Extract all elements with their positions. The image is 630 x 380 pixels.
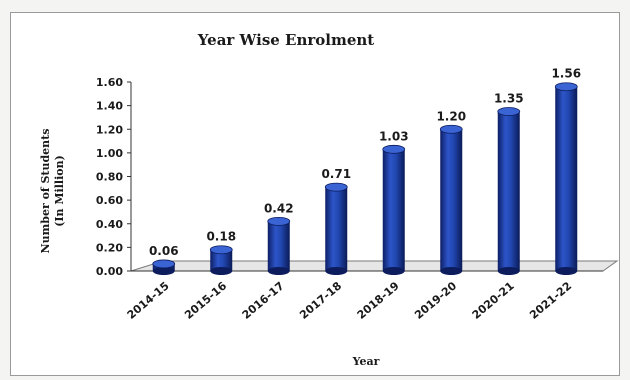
data-label: 0.18 [206,230,236,244]
chart-floor [130,260,619,272]
y-axis-label: Number of Students [39,129,52,254]
bar-2017-18: 0.71 [321,167,351,275]
bar-top [382,144,406,154]
bar-2016-17: 0.42 [264,201,294,275]
x-tick-label: 2018-19 [355,279,402,321]
bar-2014-15: 0.06 [149,244,179,275]
y-tick-label: 1.60 [96,76,123,89]
bar-base [555,267,578,275]
y-tick-label: 0.40 [96,218,123,231]
bar-base [497,267,520,275]
x-tick-label: 2016-17 [240,279,287,321]
data-label: 0.71 [321,167,351,181]
bar-body [267,221,290,271]
x-tick-label: 2017-18 [297,279,344,321]
data-label: 1.35 [494,92,524,106]
enrolment-chart: Year Wise Enrolment Number of Students (… [39,31,619,368]
y-tick-label: 0.00 [96,265,123,278]
bar-base [440,267,463,275]
y-tick-label: 0.60 [96,194,123,207]
bar-base [382,267,405,275]
bar-body [555,86,578,271]
x-tick-label: 2014-15 [125,279,172,321]
bars-layer: 0.06 0.18 0.42 0.71 1.03 1.20 1.35 1.56 [149,67,581,275]
bar-2021-22: 1.56 [551,67,581,275]
bar-top [554,82,578,92]
y-axis-label-unit: (In Million) [53,155,66,227]
bar-base [152,267,175,275]
data-label: 1.03 [379,129,409,143]
x-axis-label: Year [352,355,380,368]
y-tick-label: 0.20 [96,241,123,254]
x-tick-label: 2020-21 [470,279,517,321]
y-tick-label: 1.40 [96,100,123,113]
y-tick-label: 1.00 [96,147,123,160]
bar-base [210,267,233,275]
bar-top [152,259,176,269]
chart-frame: Year Wise Enrolment Number of Students (… [10,12,620,376]
bar-top [497,107,521,116]
bar-body [440,129,463,271]
bar-top [267,216,291,226]
bar-body [210,249,233,271]
bar-top [439,124,463,134]
axes-layer: 0.00 0.20 0.40 0.60 0.80 1.00 1.20 1.40 1.60 2014… [96,76,619,322]
bar-body [497,111,520,271]
y-tick-label: 0.80 [96,171,123,184]
x-tick-label: 2019-20 [412,279,459,322]
y-tick-label: 1.20 [96,123,123,136]
bar-body [382,149,405,271]
bar-base [267,267,290,275]
data-label: 1.20 [436,109,466,123]
bar-top [324,182,348,192]
bar-base [325,267,348,275]
bar-2020-21: 1.35 [494,92,524,275]
chart-title: Year Wise Enrolment [197,31,375,49]
data-label: 0.42 [264,201,294,215]
bar-2018-19: 1.03 [379,129,409,275]
bar-top [209,245,233,255]
bar-2015-16: 0.18 [206,230,236,275]
x-tick-label: 2021-22 [527,279,574,321]
data-label: 0.06 [149,244,179,258]
data-label: 1.56 [551,67,581,81]
x-tick-label: 2015-16 [182,279,229,322]
bar-body [325,187,348,271]
bar-2019-20: 1.20 [436,109,466,275]
